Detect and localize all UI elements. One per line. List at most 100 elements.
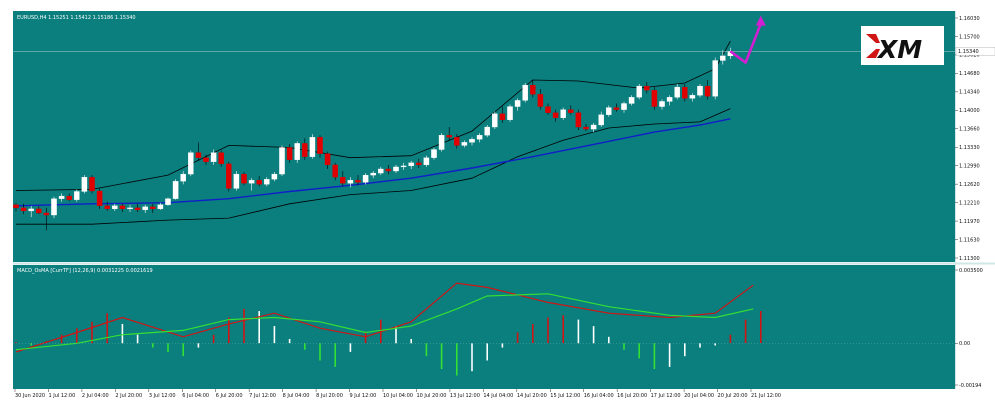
candle-body bbox=[20, 207, 27, 212]
candle-body bbox=[302, 143, 308, 157]
candle bbox=[362, 173, 369, 185]
candle bbox=[682, 84, 688, 102]
candle-body bbox=[340, 177, 346, 184]
candle bbox=[659, 99, 665, 110]
candle-body bbox=[416, 162, 422, 166]
candle bbox=[142, 204, 148, 213]
candle bbox=[446, 127, 452, 141]
candle bbox=[180, 171, 186, 185]
candle-body bbox=[36, 208, 42, 214]
candle bbox=[697, 84, 703, 98]
candle bbox=[400, 162, 407, 170]
candle-body bbox=[248, 180, 255, 184]
candle bbox=[575, 109, 582, 131]
candle-body bbox=[514, 100, 521, 107]
candle-body bbox=[157, 204, 164, 210]
current-price-label: 1.15340 bbox=[958, 49, 979, 55]
candle bbox=[241, 172, 247, 186]
candle-body bbox=[188, 152, 194, 175]
candle bbox=[81, 175, 88, 194]
candle-body bbox=[636, 85, 642, 98]
candle-body bbox=[621, 103, 627, 110]
candle-body bbox=[271, 173, 278, 180]
candle-body bbox=[203, 157, 209, 162]
projection-arrow bbox=[729, 15, 766, 64]
candle-body bbox=[644, 85, 650, 91]
candle-body bbox=[674, 86, 680, 98]
candle-body bbox=[127, 207, 133, 210]
time-tick-label: 8 Jul 20:00 bbox=[316, 393, 343, 399]
candle bbox=[689, 93, 696, 102]
candle bbox=[644, 82, 650, 94]
candle-body bbox=[606, 107, 612, 115]
candle bbox=[431, 147, 437, 160]
candle-body bbox=[568, 109, 574, 113]
candle-body bbox=[689, 95, 696, 99]
candle-body bbox=[522, 84, 528, 101]
candle-body bbox=[195, 152, 202, 158]
time-tick-label: 6 Jul 20:00 bbox=[216, 393, 243, 399]
candle-body bbox=[431, 149, 437, 158]
candle-body bbox=[659, 101, 665, 107]
candle-body bbox=[180, 173, 186, 182]
candle-body bbox=[545, 106, 551, 113]
candle bbox=[51, 196, 57, 219]
time-tick-label: 10 Jul 20:00 bbox=[416, 393, 446, 399]
candle bbox=[286, 144, 293, 163]
candle bbox=[233, 171, 240, 191]
price-panel-background bbox=[13, 11, 955, 262]
time-tick-label: 15 Jul 12:00 bbox=[550, 393, 580, 399]
logo-mark-shape bbox=[866, 34, 880, 43]
candle-body bbox=[286, 147, 293, 160]
xm-logo: XM bbox=[861, 26, 944, 65]
candle bbox=[127, 204, 133, 212]
candle-body bbox=[58, 195, 65, 199]
candle-body bbox=[13, 204, 19, 209]
candle bbox=[13, 203, 19, 212]
time-tick-label: 10 Jul 04:00 bbox=[383, 393, 413, 399]
candle bbox=[628, 95, 635, 106]
candle bbox=[621, 101, 627, 113]
candle bbox=[613, 103, 620, 112]
candle-body bbox=[362, 174, 369, 183]
candle bbox=[514, 98, 521, 111]
candle bbox=[134, 203, 141, 212]
time-tick-label: 14 Jul 20:00 bbox=[517, 393, 547, 399]
candle bbox=[119, 203, 126, 212]
candle-body bbox=[507, 106, 513, 121]
candle bbox=[89, 175, 95, 194]
candle bbox=[666, 95, 673, 106]
candle-body bbox=[704, 85, 711, 97]
candle-body bbox=[142, 206, 148, 211]
candle bbox=[74, 189, 80, 202]
candle bbox=[96, 188, 103, 209]
candle bbox=[651, 87, 658, 110]
candle bbox=[172, 179, 179, 200]
time-tick-label: 1 Jul 12:00 bbox=[48, 393, 75, 399]
candle bbox=[552, 109, 559, 122]
candle bbox=[317, 135, 323, 158]
candle bbox=[537, 89, 544, 110]
candle bbox=[522, 83, 528, 103]
indicator-tick-label: 0.00 bbox=[959, 341, 970, 347]
time-tick-label: 16 Jul 04:00 bbox=[584, 393, 614, 399]
time-tick-label: 2 Jul 20:00 bbox=[115, 393, 142, 399]
candle-body bbox=[530, 84, 536, 95]
time-tick-label: 13 Jul 12:00 bbox=[450, 393, 480, 399]
candle-body bbox=[590, 124, 597, 130]
candle bbox=[195, 142, 202, 161]
candle bbox=[492, 111, 498, 130]
candle-body bbox=[560, 109, 566, 118]
candle bbox=[385, 164, 392, 175]
candle bbox=[210, 149, 217, 165]
candle-body bbox=[385, 168, 392, 172]
candle bbox=[499, 106, 506, 123]
price-tick-label: 1.15020 bbox=[959, 53, 980, 59]
candle bbox=[248, 178, 255, 191]
price-tick-label: 1.12990 bbox=[959, 163, 980, 169]
price-axis: 1.16030 1.15700 1.15020 1.14680 1.14340 1.140… bbox=[955, 16, 980, 262]
candle-body bbox=[438, 135, 445, 150]
candle bbox=[393, 164, 399, 174]
